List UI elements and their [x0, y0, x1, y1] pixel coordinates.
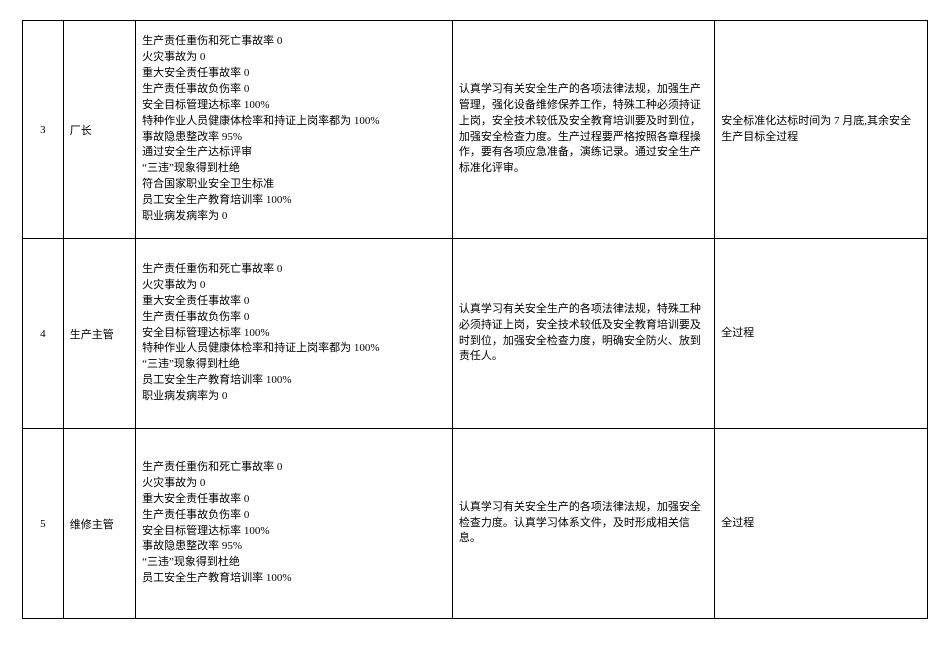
cell-measures: 认真学习有关安全生产的各项法律法规，加强安全检查力度。认真学习体系文件，及时形成…	[452, 429, 714, 619]
goal-line: 火灾事故为 0	[142, 278, 446, 294]
cell-index: 5	[23, 429, 64, 619]
cell-time: 安全标准化达标时间为 7 月底,其余安全生产目标全过程	[715, 21, 928, 239]
cell-role: 生产主管	[63, 239, 135, 429]
cell-time: 全过程	[715, 239, 928, 429]
table-row: 3 厂长 生产责任重伤和死亡事故率 0 火灾事故为 0 重大安全责任事故率 0 …	[23, 21, 928, 239]
goal-line: 员工安全生产教育培训率 100%	[142, 193, 446, 209]
goal-line: 符合国家职业安全卫生标准	[142, 177, 446, 193]
table-row: 4 生产主管 生产责任重伤和死亡事故率 0 火灾事故为 0 重大安全责任事故率 …	[23, 239, 928, 429]
goal-line: 安全目标管理达标率 100%	[142, 326, 446, 342]
cell-index: 3	[23, 21, 64, 239]
goal-line: 重大安全责任事故率 0	[142, 492, 446, 508]
goal-line: 生产责任重伤和死亡事故率 0	[142, 34, 446, 50]
goal-line: 事故隐患整改率 95%	[142, 539, 446, 555]
goal-line: 职业病发病率为 0	[142, 209, 446, 225]
table-body: 3 厂长 生产责任重伤和死亡事故率 0 火灾事故为 0 重大安全责任事故率 0 …	[23, 21, 928, 619]
goal-line: 员工安全生产教育培训率 100%	[142, 373, 446, 389]
cell-role: 维修主管	[63, 429, 135, 619]
goal-line: 生产责任重伤和死亡事故率 0	[142, 262, 446, 278]
cell-goals: 生产责任重伤和死亡事故率 0 火灾事故为 0 重大安全责任事故率 0 生产责任事…	[136, 21, 453, 239]
cell-time: 全过程	[715, 429, 928, 619]
goal-line: 火灾事故为 0	[142, 476, 446, 492]
cell-measures: 认真学习有关安全生产的各项法律法规，特殊工种必须持证上岗，安全技术较低及安全教育…	[452, 239, 714, 429]
cell-index: 4	[23, 239, 64, 429]
table-row: 5 维修主管 生产责任重伤和死亡事故率 0 火灾事故为 0 重大安全责任事故率 …	[23, 429, 928, 619]
cell-measures: 认真学习有关安全生产的各项法律法规，加强生产管理，强化设备维修保养工作，特殊工种…	[452, 21, 714, 239]
goal-line: 安全目标管理达标率 100%	[142, 524, 446, 540]
cell-role: 厂长	[63, 21, 135, 239]
cell-goals: 生产责任重伤和死亡事故率 0 火灾事故为 0 重大安全责任事故率 0 生产责任事…	[136, 429, 453, 619]
goal-line: 员工安全生产教育培训率 100%	[142, 571, 446, 587]
goal-line: 重大安全责任事故率 0	[142, 294, 446, 310]
goal-line: 生产责任事故负伤率 0	[142, 310, 446, 326]
goal-line: 生产责任事故负伤率 0	[142, 508, 446, 524]
goal-line: 安全目标管理达标率 100%	[142, 98, 446, 114]
goal-line: “三违”现象得到杜绝	[142, 555, 446, 571]
goal-line: “三违”现象得到杜绝	[142, 161, 446, 177]
goal-line: 重大安全责任事故率 0	[142, 66, 446, 82]
goal-line: “三违”现象得到杜绝	[142, 357, 446, 373]
goal-line: 事故隐患整改率 95%	[142, 130, 446, 146]
goal-line: 生产责任重伤和死亡事故率 0	[142, 460, 446, 476]
goal-line: 生产责任事故负伤率 0	[142, 82, 446, 98]
goal-line: 通过安全生产达标评审	[142, 145, 446, 161]
cell-goals: 生产责任重伤和死亡事故率 0 火灾事故为 0 重大安全责任事故率 0 生产责任事…	[136, 239, 453, 429]
safety-goals-table: 3 厂长 生产责任重伤和死亡事故率 0 火灾事故为 0 重大安全责任事故率 0 …	[22, 20, 928, 619]
goal-line: 特种作业人员健康体检率和持证上岗率都为 100%	[142, 114, 446, 130]
goal-line: 职业病发病率为 0	[142, 389, 446, 405]
goal-line: 特种作业人员健康体检率和持证上岗率都为 100%	[142, 341, 446, 357]
goal-line: 火灾事故为 0	[142, 50, 446, 66]
